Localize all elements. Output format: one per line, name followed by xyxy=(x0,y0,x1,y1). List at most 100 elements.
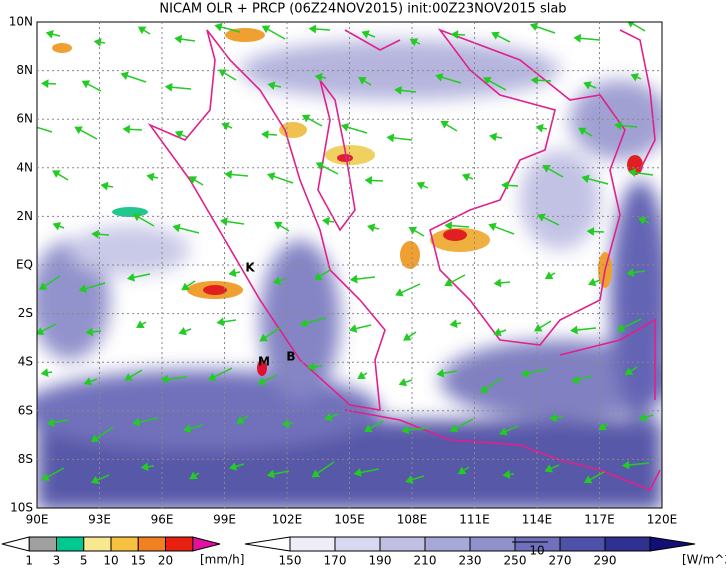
legend-label: 3 xyxy=(53,554,61,568)
legend-swatch xyxy=(137,536,166,552)
arrow-head xyxy=(401,425,409,435)
arrow-head xyxy=(549,413,557,423)
arrow-head xyxy=(501,180,509,190)
arrow-head xyxy=(126,273,136,282)
arrow-head xyxy=(301,114,311,123)
arrow-head xyxy=(257,377,267,386)
arrow-head xyxy=(90,475,100,485)
arrow-head xyxy=(172,223,181,233)
arrow-head xyxy=(364,424,373,433)
coastlines xyxy=(147,28,661,492)
legend-arrow xyxy=(244,536,291,552)
arrow-head xyxy=(394,85,402,95)
arrow-head xyxy=(81,80,91,89)
arrow-head xyxy=(183,424,192,433)
arrow-head xyxy=(214,22,223,32)
legend-label: 190 xyxy=(369,554,392,568)
arrow-head xyxy=(638,216,647,225)
arrow-head xyxy=(488,222,497,232)
arrow-head xyxy=(315,161,325,170)
lat-label: 4N xyxy=(16,160,33,174)
arrow-head xyxy=(267,172,276,181)
lat-label: 2S xyxy=(18,306,33,320)
station-label: K xyxy=(245,261,255,275)
arrow-head xyxy=(570,325,578,335)
arrow-head xyxy=(307,362,316,372)
arrow-head xyxy=(436,368,445,378)
arrow-head xyxy=(571,375,580,384)
arrow-head xyxy=(174,34,183,44)
arrow-head xyxy=(140,462,149,472)
arrow-head xyxy=(493,278,502,288)
station-label: B xyxy=(286,350,295,364)
legend-unit: [mm/h] xyxy=(200,553,244,567)
legend-swatch xyxy=(559,536,606,552)
arrow-head xyxy=(349,324,358,333)
legend-arrow xyxy=(649,536,696,552)
arrow-head xyxy=(224,170,233,179)
arrow-head xyxy=(181,282,190,291)
lat-label: 10S xyxy=(10,501,33,515)
arrow-head xyxy=(408,226,418,235)
arrow-head xyxy=(164,82,173,92)
lon-label: 102E xyxy=(272,513,303,527)
arrow-head xyxy=(364,176,373,185)
arrow-head xyxy=(353,468,362,477)
lat-label: 8N xyxy=(16,63,33,77)
arrow-head xyxy=(449,424,459,432)
lat-label: 8S xyxy=(18,452,33,466)
lon-label: 105E xyxy=(334,513,365,527)
legend-swatch xyxy=(165,536,194,552)
legend-swatch xyxy=(424,536,471,552)
arrow-head xyxy=(259,333,269,342)
arrow-head xyxy=(598,422,607,431)
legend-arrow xyxy=(192,536,221,552)
lat-label: 10N xyxy=(9,15,33,29)
arrow-head xyxy=(435,73,444,82)
legend-swatch xyxy=(110,536,139,552)
arrow-head xyxy=(361,30,370,39)
arrow-head xyxy=(583,475,593,484)
arrow-head xyxy=(41,473,50,481)
arrow-head xyxy=(440,120,449,129)
arrow-head xyxy=(90,434,100,443)
arrow-head xyxy=(228,462,238,471)
arrow-head xyxy=(208,372,217,381)
arrow-head xyxy=(542,164,551,173)
legend-label: 270 xyxy=(549,554,572,568)
lon-label: 108E xyxy=(397,513,428,527)
arrow-head xyxy=(367,223,376,233)
arrow-head xyxy=(221,122,230,131)
arrow-head xyxy=(228,268,237,278)
arrow-head xyxy=(349,274,358,284)
legend-swatch xyxy=(56,536,85,552)
arrow-head xyxy=(124,373,133,381)
arrow-head xyxy=(493,327,502,337)
legend-swatch xyxy=(334,536,381,552)
lon-label: 93E xyxy=(88,513,111,527)
arrow-head xyxy=(136,320,145,328)
axes: 90E 93E 96E 99E 102E 105E 108E 111E 114E 117E 120E… xyxy=(9,15,678,527)
arrow-head xyxy=(219,217,228,226)
arrow-head xyxy=(482,77,492,85)
arrow-head xyxy=(261,25,271,34)
arrow-head xyxy=(403,332,412,341)
legend-label: 250 xyxy=(504,554,527,568)
legend-swatch xyxy=(379,536,426,552)
arrow-head xyxy=(122,124,131,134)
arrow-head xyxy=(46,418,55,427)
arrow-head xyxy=(78,284,87,293)
arrow-head xyxy=(627,22,635,28)
arrow-head xyxy=(91,229,99,239)
legend-swatch xyxy=(469,536,516,552)
arrow-head xyxy=(581,174,590,184)
arrow-head xyxy=(45,29,54,39)
arrow-head xyxy=(357,371,366,380)
arrow-head xyxy=(308,24,317,34)
arrow-head xyxy=(120,71,129,81)
arrow-head xyxy=(489,132,498,142)
arrow-head xyxy=(624,367,634,376)
arrow-head xyxy=(178,327,187,336)
legend-label: 290 xyxy=(594,554,617,568)
